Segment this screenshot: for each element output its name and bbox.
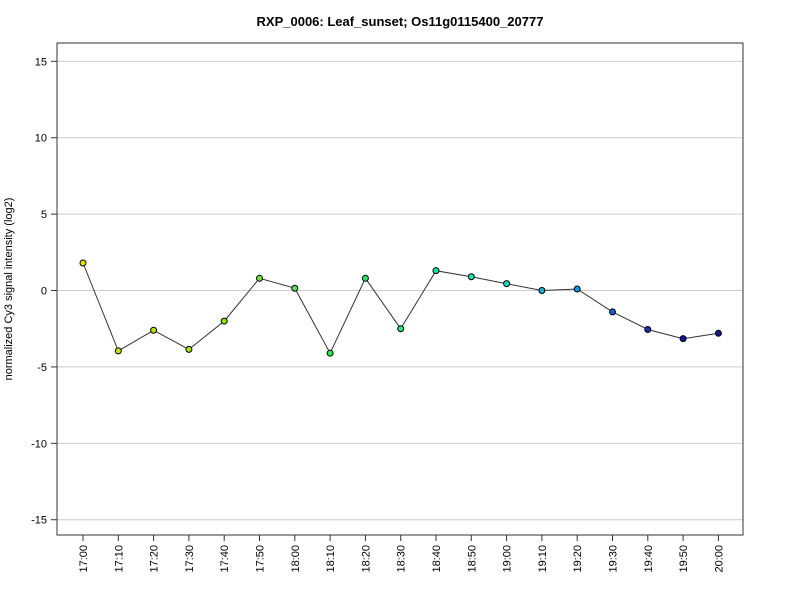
y-tick-label: 0 <box>41 286 47 298</box>
plot-frame <box>56 42 744 536</box>
y-axis-label: normalized Cy3 signal intensity (log2) <box>3 198 15 381</box>
data-point <box>432 267 440 275</box>
x-tick-label: 19:00 <box>502 545 514 573</box>
x-tick-label: 17:00 <box>78 545 90 573</box>
y-tick-label: 10 <box>35 133 47 145</box>
series-group <box>79 259 722 357</box>
data-point <box>467 273 475 281</box>
data-point <box>714 329 722 337</box>
data-point <box>644 325 652 333</box>
x-tick-label: 18:40 <box>431 545 443 573</box>
x-tick-label: 19:40 <box>643 545 655 573</box>
y-axis: 15 10 5 0 -5 -10 -15 <box>31 56 57 527</box>
data-point <box>573 285 581 293</box>
data-point <box>503 280 511 288</box>
data-point <box>326 349 334 357</box>
grid-lines <box>57 60 743 521</box>
y-tick-label: -5 <box>37 362 47 374</box>
y-tick-label: 15 <box>35 56 47 68</box>
x-tick-label: 20:00 <box>713 545 725 573</box>
series-line <box>82 262 719 355</box>
y-tick-label: -10 <box>31 438 47 450</box>
y-tick-label: 5 <box>41 209 47 221</box>
x-tick-label: 17:10 <box>113 545 125 573</box>
data-point <box>361 274 369 282</box>
data-point <box>114 347 122 355</box>
x-tick-label: 17:20 <box>149 545 161 573</box>
x-tick-label: 19:20 <box>572 545 584 573</box>
data-point <box>185 345 193 353</box>
x-tick-label: 17:30 <box>184 545 196 573</box>
x-tick-label: 18:20 <box>360 545 372 573</box>
x-tick-label: 18:10 <box>325 545 337 573</box>
x-tick-label: 19:50 <box>678 545 690 573</box>
x-axis: 17:00 17:10 17:20 17:30 17:40 17:50 18:00 18:10… <box>78 535 725 573</box>
x-tick-label: 18:00 <box>290 545 302 573</box>
x-tick-label: 17:50 <box>255 545 267 573</box>
x-tick-label: 19:30 <box>608 545 620 573</box>
data-point <box>291 284 299 292</box>
data-point <box>220 317 228 325</box>
data-point <box>609 308 616 316</box>
x-tick-label: 19:10 <box>537 545 549 573</box>
x-tick-label: 17:40 <box>219 545 231 573</box>
data-point <box>538 287 546 295</box>
data-point <box>679 335 687 343</box>
x-tick-label: 18:30 <box>396 545 408 573</box>
x-tick-label: 18:50 <box>466 545 478 573</box>
data-point <box>79 259 87 267</box>
y-tick-label: -15 <box>31 515 47 527</box>
chart-title: RXP_0006: Leaf_sunset; Os11g0115400_2077… <box>257 14 544 29</box>
data-point <box>256 274 263 282</box>
data-point <box>150 326 158 334</box>
data-point <box>397 325 405 333</box>
